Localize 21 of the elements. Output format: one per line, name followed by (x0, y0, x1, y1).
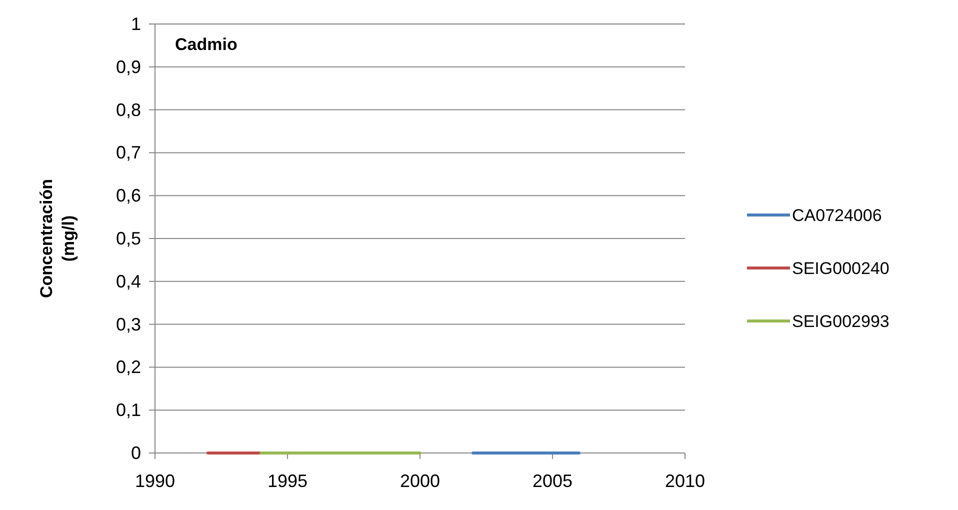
y-tick-label: 0,1 (116, 400, 141, 420)
y-tick-label: 0,5 (116, 228, 141, 248)
y-axis-title: Concentración (mg/l) (37, 178, 78, 298)
y-tick-label: 0,8 (116, 100, 141, 120)
legend-label: CA0724006 (792, 206, 882, 225)
y-tick-label: 0,9 (116, 56, 141, 77)
y-tick-label: 0,6 (116, 186, 141, 206)
x-tick-label: 1995 (267, 471, 308, 491)
y-tick-label: 1 (130, 14, 141, 34)
y-tick-label: 0,4 (116, 271, 141, 292)
legend-label: SEIG000240 (792, 259, 890, 278)
y-tick-label: 0,2 (116, 357, 141, 378)
x-tick-label: 2005 (532, 471, 573, 491)
legend-label: SEIG002993 (792, 312, 890, 331)
text: Cadmio (175, 35, 238, 54)
x-tick-label: 2010 (664, 471, 706, 491)
y-tick-label: 0,3 (116, 314, 141, 334)
y-tick-label: 0,7 (116, 142, 141, 163)
x-tick-label: 1990 (134, 471, 176, 491)
y-tick-label: 0 (130, 443, 141, 463)
x-tick-label: 2000 (400, 471, 440, 491)
